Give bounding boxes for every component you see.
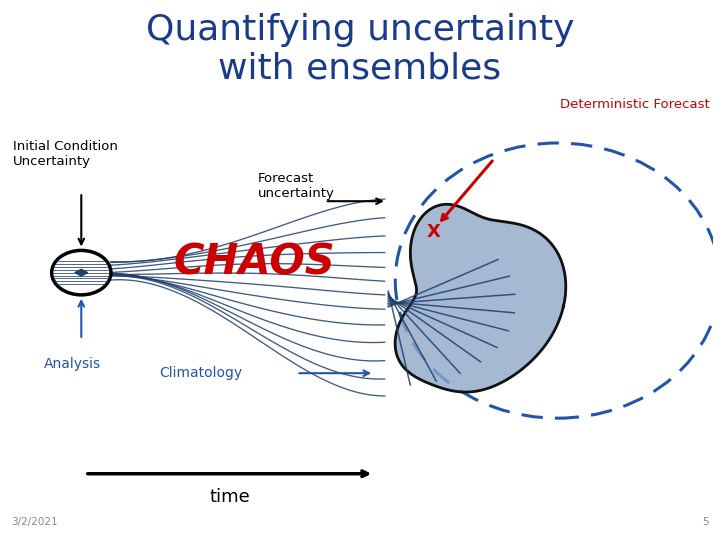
Text: Quantifying uncertainty
with ensembles: Quantifying uncertainty with ensembles bbox=[145, 14, 575, 85]
Text: 5: 5 bbox=[703, 517, 709, 526]
Text: Initial Condition
Uncertainty: Initial Condition Uncertainty bbox=[13, 140, 117, 168]
Polygon shape bbox=[75, 269, 88, 276]
Text: time: time bbox=[209, 488, 250, 506]
Text: Forecast
uncertainty: Forecast uncertainty bbox=[258, 172, 335, 200]
Polygon shape bbox=[395, 204, 566, 392]
Text: X: X bbox=[427, 223, 441, 241]
Text: Deterministic Forecast: Deterministic Forecast bbox=[559, 98, 709, 111]
Text: Climatology: Climatology bbox=[159, 366, 242, 380]
Text: Analysis: Analysis bbox=[44, 357, 101, 372]
Text: CHAOS: CHAOS bbox=[174, 241, 335, 283]
Text: 3/2/2021: 3/2/2021 bbox=[11, 517, 58, 526]
